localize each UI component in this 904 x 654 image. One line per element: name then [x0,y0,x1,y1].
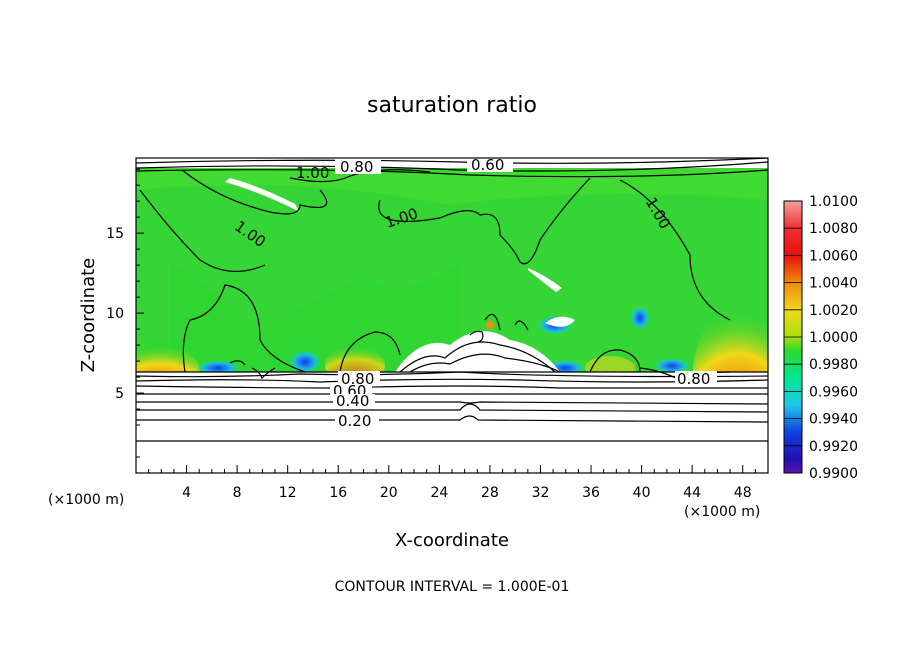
y-tick-label: 10 [106,306,124,322]
colorbar-label: 1.0060 [809,248,858,264]
colorbar-label: 1.0020 [809,303,858,319]
colorbar-label: 1.0040 [809,276,858,292]
colorbar-label: 0.9960 [809,384,858,400]
colorbar-label: 1.0080 [809,221,858,237]
x-tick-label: 16 [329,485,347,501]
x-axis-label: X-coordinate [395,530,509,551]
x-tick-label: 44 [683,485,701,501]
x-axis: 4 8 12 16 20 24 28 32 36 40 44 48 [135,465,769,501]
contour-label: 0.80 [677,370,710,388]
colorbar-label: 1.0100 [809,194,858,210]
x-tick-label: 20 [380,485,398,501]
y-tick-label: 5 [115,386,124,402]
contour-label: 0.20 [338,412,371,430]
x-tick-label: 32 [532,485,550,501]
heatmap-field [136,158,768,473]
colorbar-label: 0.9980 [809,357,858,373]
colorbar-labels: 1.0100 1.0080 1.0060 1.0040 1.0020 1.0000 0.99… [784,194,858,482]
colorbar-label: 1.0000 [809,330,858,346]
contour-label: 1.00 [296,164,329,182]
contour-label: 0.80 [340,158,373,176]
x-tick-label: 36 [582,485,600,501]
contour-interval-note: CONTOUR INTERVAL = 1.000E-01 [335,579,570,595]
contour-label: 0.60 [471,156,504,174]
contour-lines [136,158,768,442]
x-tick-label: 12 [279,485,297,501]
x-tick-label: 48 [734,485,752,501]
colorbar-label: 0.9920 [809,439,858,455]
colorbar-label: 0.9940 [809,412,858,428]
y-axis-label: Z-coordinate [78,258,99,373]
y-unit-label: (×1000 m) [48,492,124,508]
x-tick-label: 40 [633,485,651,501]
chart-title: saturation ratio [367,93,537,118]
contour-label: 0.40 [336,392,369,410]
contour-label: 0.80 [341,370,374,388]
y-tick-label: 15 [106,226,124,242]
dry-layer [136,372,768,473]
x-tick-label: 4 [182,485,191,501]
x-tick-label: 28 [481,485,499,501]
x-tick-label: 24 [430,485,448,501]
x-unit-label: (×1000 m) [684,504,760,520]
colorbar-label: 0.9900 [809,466,858,482]
y-axis: 5 10 15 [106,168,144,474]
x-tick-label: 8 [233,485,242,501]
colorbar: 1.0100 1.0080 1.0060 1.0040 1.0020 1.0000 0.99… [783,194,858,482]
